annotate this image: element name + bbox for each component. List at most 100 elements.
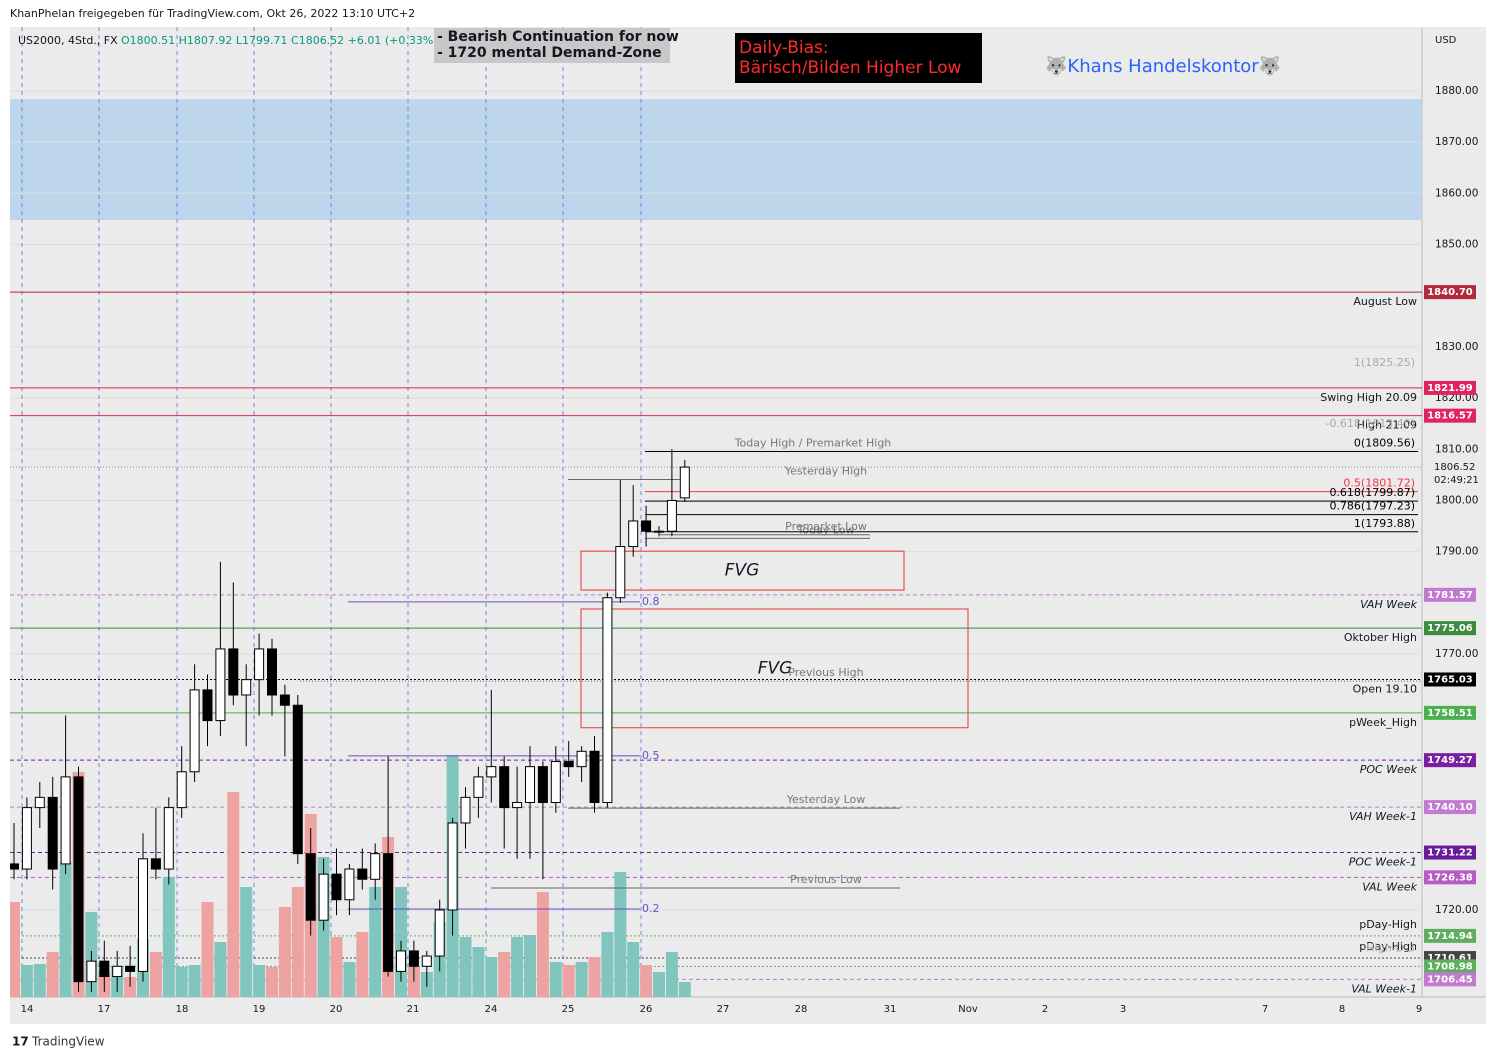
price-label: 1731.22	[1427, 848, 1473, 859]
fib-label: 0.786(1797.23)	[1329, 500, 1415, 513]
volume-bar	[124, 977, 137, 997]
candle-body	[189, 689, 200, 773]
y-tick-label: 1880.00	[1435, 85, 1478, 97]
candle-body	[628, 520, 639, 548]
brand: 🐺Khans Handelskontor🐺	[1045, 55, 1281, 77]
fib-label: 1(1793.88)	[1354, 517, 1415, 530]
y-tick-label: 1790.00	[1435, 546, 1478, 558]
candle-body	[473, 776, 484, 798]
candle-body	[228, 648, 239, 696]
x-tick-label: 14	[21, 1004, 34, 1015]
x-tick-label: 24	[485, 1004, 498, 1015]
x-tick-label: 17	[98, 1004, 111, 1015]
candle-body	[537, 766, 548, 803]
level-name: VAL Week	[1362, 880, 1417, 893]
volume-bar	[59, 862, 72, 997]
candle-body	[202, 689, 213, 722]
volume-bar	[330, 937, 343, 997]
fvg-box	[580, 608, 969, 729]
volume-bar	[524, 935, 536, 997]
volume-bar	[240, 887, 253, 997]
candle-body	[176, 771, 187, 809]
price-label: 1806.52	[1434, 462, 1475, 473]
candle-body	[305, 853, 316, 921]
candle-body	[550, 761, 561, 803]
marker-label: Today High / Premarket High	[734, 437, 892, 450]
x-tick-label: 20	[330, 1004, 343, 1015]
candle-body	[163, 807, 174, 870]
countdown: 02:49:21	[1434, 475, 1479, 486]
y-tick-label: 1720.00	[1435, 904, 1478, 916]
volume-bar	[485, 957, 498, 997]
volume-bar	[33, 964, 46, 997]
volume-bar	[498, 952, 511, 997]
x-tick-label: 2	[1042, 1004, 1048, 1015]
candle-body	[73, 776, 84, 983]
marker-label: Previous High	[788, 666, 863, 679]
volume-bar	[266, 967, 278, 997]
price-box	[1424, 928, 1476, 943]
price-box	[1424, 285, 1476, 300]
candle-body	[576, 750, 587, 768]
price-box	[1424, 621, 1476, 636]
volume-bar	[214, 942, 227, 997]
candle-body	[589, 750, 600, 803]
y-tick-label: 1850.00	[1435, 239, 1478, 251]
fvg-label: FVG	[725, 561, 760, 581]
price-box	[1424, 753, 1476, 768]
volume-bar	[627, 942, 640, 997]
level-name: VAL Week-1	[1351, 982, 1417, 995]
candle-body	[499, 766, 510, 809]
candle-body	[267, 648, 277, 696]
volume-bar	[562, 965, 575, 997]
level-name: pWeek_High	[1349, 716, 1417, 729]
level-name: Oktober High	[1344, 631, 1417, 644]
price-label: 1758.51	[1427, 708, 1473, 719]
level-name: Swing High 20.09	[1320, 391, 1417, 404]
volume-bar	[369, 887, 382, 997]
y-tick-label: 1820.00	[1435, 392, 1478, 404]
x-tick-label: 18	[176, 1004, 189, 1015]
faded-label: -0.618(1813.40)	[1325, 417, 1415, 430]
volume-bar	[640, 965, 653, 997]
price-box	[1424, 705, 1476, 720]
fib-label: 0(1809.56)	[1354, 437, 1415, 450]
marker-label: Today Low	[797, 523, 855, 536]
volume-bar	[20, 965, 33, 997]
price-label: 1775.06	[1427, 623, 1473, 634]
price-label: 1840.70	[1427, 287, 1473, 298]
x-tick-label: 28	[795, 1004, 808, 1015]
candle-body	[563, 761, 574, 768]
price-box	[1424, 959, 1476, 974]
volume-bar	[343, 962, 356, 997]
retracement-label: 0.5	[642, 749, 660, 762]
y-tick-label: 1870.00	[1435, 136, 1478, 148]
volume-bar	[459, 937, 472, 997]
x-tick-label: 26	[640, 1004, 653, 1015]
x-tick-label: 9	[1416, 1004, 1422, 1015]
faded-label: 1(1825.25)	[1354, 356, 1415, 369]
price-box	[1424, 870, 1476, 885]
volume-bar	[201, 902, 214, 997]
candle-body	[279, 694, 290, 706]
y-tick-label: 1770.00	[1435, 648, 1478, 660]
candle-body	[679, 466, 690, 499]
x-tick-label: 7	[1262, 1004, 1268, 1015]
level-name: pDay-High	[1359, 918, 1417, 931]
volume-bar	[653, 972, 665, 997]
candle-body	[10, 863, 19, 870]
volume-bar	[614, 872, 627, 997]
level-name: POC Week	[1360, 763, 1418, 776]
bias: Daily-Bias:	[739, 38, 829, 58]
candle-body	[112, 965, 123, 978]
marker-label: Previous Low	[790, 873, 862, 886]
retracement-label: 0.2	[642, 902, 660, 915]
fvg-box	[580, 550, 905, 591]
price-label: 1740.10	[1427, 802, 1473, 813]
price-label: 1708.98	[1427, 961, 1473, 972]
candle-body	[408, 950, 419, 967]
x-tick-label: 25	[562, 1004, 575, 1015]
level-name: POC Week-1	[1349, 856, 1417, 869]
candle-body	[434, 909, 445, 957]
volume-bar	[601, 932, 614, 997]
